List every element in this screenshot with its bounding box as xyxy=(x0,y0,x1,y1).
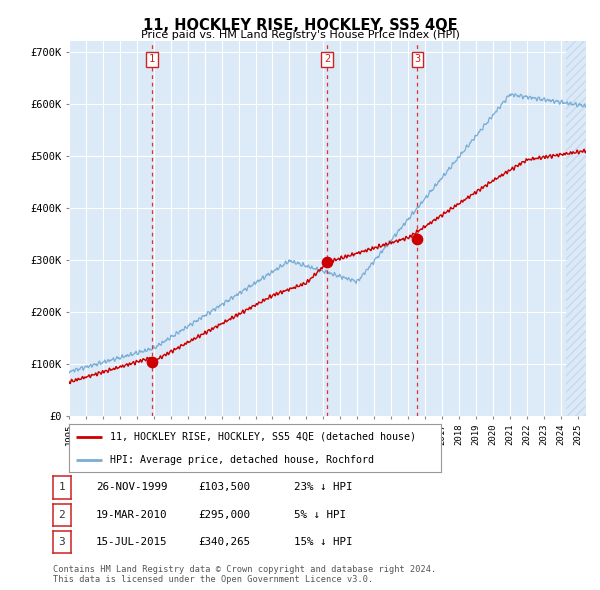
Text: 3: 3 xyxy=(58,537,65,547)
Text: 19-MAR-2010: 19-MAR-2010 xyxy=(96,510,167,520)
Text: 2: 2 xyxy=(324,54,330,64)
Text: HPI: Average price, detached house, Rochford: HPI: Average price, detached house, Roch… xyxy=(110,455,374,465)
Text: 15% ↓ HPI: 15% ↓ HPI xyxy=(294,537,353,547)
Text: 3: 3 xyxy=(414,54,421,64)
Point xyxy=(147,358,157,367)
Text: 1: 1 xyxy=(58,483,65,492)
Text: 11, HOCKLEY RISE, HOCKLEY, SS5 4QE (detached house): 11, HOCKLEY RISE, HOCKLEY, SS5 4QE (deta… xyxy=(110,432,416,442)
Text: 2: 2 xyxy=(58,510,65,520)
Text: 15-JUL-2015: 15-JUL-2015 xyxy=(96,537,167,547)
Text: 23% ↓ HPI: 23% ↓ HPI xyxy=(294,483,353,492)
Text: £103,500: £103,500 xyxy=(198,483,250,492)
Text: £295,000: £295,000 xyxy=(198,510,250,520)
Text: 1: 1 xyxy=(149,54,155,64)
Point xyxy=(322,258,332,267)
Text: 5% ↓ HPI: 5% ↓ HPI xyxy=(294,510,346,520)
Text: 26-NOV-1999: 26-NOV-1999 xyxy=(96,483,167,492)
Text: Price paid vs. HM Land Registry's House Price Index (HPI): Price paid vs. HM Land Registry's House … xyxy=(140,30,460,40)
Point xyxy=(413,234,422,244)
Text: 11, HOCKLEY RISE, HOCKLEY, SS5 4QE: 11, HOCKLEY RISE, HOCKLEY, SS5 4QE xyxy=(143,18,457,32)
Text: £340,265: £340,265 xyxy=(198,537,250,547)
Text: Contains HM Land Registry data © Crown copyright and database right 2024.
This d: Contains HM Land Registry data © Crown c… xyxy=(53,565,436,584)
